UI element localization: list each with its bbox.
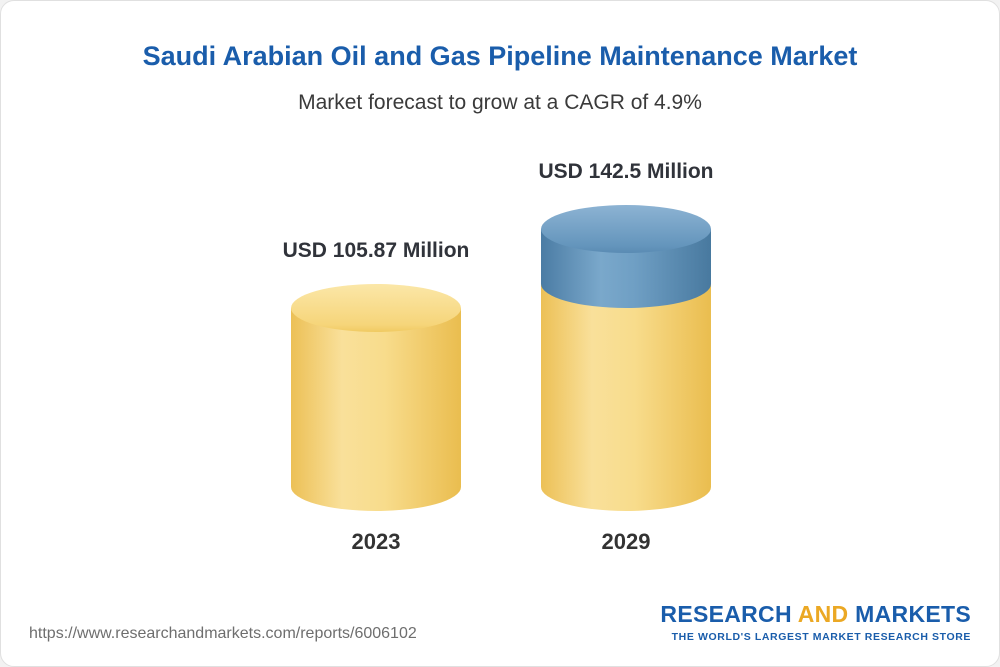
research-and-markets-logo: RESEARCH AND MARKETS THE WORLD'S LARGEST… [660,601,971,643]
value-label-2029: USD 142.5 Million [538,160,714,183]
logo-word-and: AND [797,601,849,627]
bar-2029-cylinder-base [541,284,711,511]
x-axis-label-2029: 2029 [601,529,651,554]
report-url: https://www.researchandmarkets.com/repor… [29,625,417,642]
bar-2023-cylinder-body [291,308,461,511]
logo-wordmark: RESEARCH AND MARKETS [660,601,971,628]
bar-2029-cylinder-top [541,205,711,253]
value-label-2023: USD 105.87 Million [282,239,470,262]
x-axis-label-2023: 2023 [351,529,401,554]
logo-word-research: RESEARCH [660,601,792,627]
logo-word-markets: MARKETS [855,601,971,627]
page-title: Saudi Arabian Oil and Gas Pipeline Maint… [142,41,858,71]
logo-tagline: THE WORLD'S LARGEST MARKET RESEARCH STOR… [671,631,971,643]
page-subtitle: Market forecast to grow at a CAGR of 4.9… [298,91,702,114]
bar-2023-cylinder-top [291,284,461,332]
